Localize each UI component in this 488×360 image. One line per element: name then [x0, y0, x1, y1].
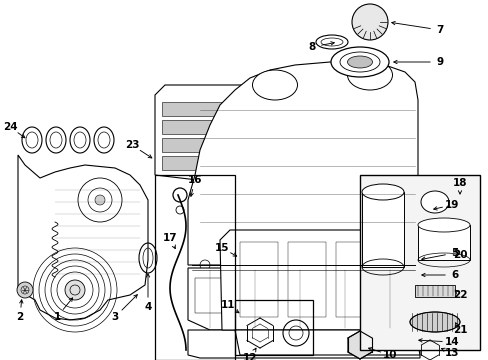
- Bar: [383, 242, 421, 317]
- Bar: [162, 102, 249, 116]
- Bar: [417, 225, 469, 260]
- Circle shape: [351, 4, 387, 40]
- Text: 17: 17: [163, 233, 177, 243]
- Bar: [240, 278, 267, 313]
- Circle shape: [65, 280, 85, 300]
- Polygon shape: [187, 330, 419, 358]
- Ellipse shape: [420, 191, 448, 213]
- Text: 2: 2: [16, 312, 23, 322]
- Polygon shape: [18, 155, 148, 320]
- Bar: [414, 285, 454, 297]
- Text: 13: 13: [444, 348, 458, 358]
- Text: 1: 1: [53, 312, 61, 322]
- Ellipse shape: [347, 56, 372, 68]
- Text: 3: 3: [111, 312, 119, 322]
- Text: 6: 6: [450, 270, 458, 280]
- Text: 20: 20: [452, 250, 467, 260]
- Text: 7: 7: [435, 25, 443, 35]
- Ellipse shape: [315, 35, 347, 49]
- Ellipse shape: [330, 47, 388, 77]
- Text: 22: 22: [452, 290, 467, 300]
- Text: 12: 12: [242, 353, 257, 360]
- Ellipse shape: [361, 184, 403, 200]
- Bar: [162, 156, 249, 170]
- Circle shape: [17, 282, 33, 298]
- Text: 18: 18: [452, 178, 467, 188]
- Text: 19: 19: [444, 200, 458, 210]
- Bar: [329, 278, 357, 313]
- Bar: [361, 192, 403, 267]
- Polygon shape: [347, 331, 371, 359]
- Text: 10: 10: [382, 350, 396, 360]
- Text: 24: 24: [2, 122, 17, 132]
- Polygon shape: [187, 268, 419, 330]
- Bar: [335, 242, 373, 317]
- Ellipse shape: [252, 70, 297, 100]
- Text: 9: 9: [436, 57, 443, 67]
- Text: 14: 14: [444, 337, 458, 347]
- Bar: [240, 242, 278, 317]
- Text: 21: 21: [452, 325, 467, 335]
- Bar: [287, 242, 325, 317]
- Polygon shape: [187, 62, 417, 265]
- Ellipse shape: [417, 218, 469, 232]
- Bar: [162, 120, 249, 134]
- Text: 5: 5: [450, 248, 458, 258]
- Ellipse shape: [409, 312, 459, 332]
- Bar: [162, 138, 249, 152]
- Text: 4: 4: [144, 302, 151, 312]
- Polygon shape: [155, 85, 264, 185]
- Polygon shape: [220, 230, 429, 330]
- Text: 16: 16: [187, 175, 202, 185]
- Bar: [155, 175, 235, 360]
- Bar: [195, 278, 223, 313]
- Bar: [235, 300, 312, 355]
- Ellipse shape: [347, 60, 392, 90]
- Bar: [285, 278, 312, 313]
- Text: 15: 15: [214, 243, 229, 253]
- Text: 23: 23: [124, 140, 139, 150]
- Circle shape: [95, 195, 105, 205]
- Bar: [374, 278, 402, 313]
- Text: 8: 8: [308, 42, 315, 52]
- Text: 11: 11: [220, 300, 235, 310]
- Bar: [359, 175, 479, 350]
- Polygon shape: [235, 330, 419, 355]
